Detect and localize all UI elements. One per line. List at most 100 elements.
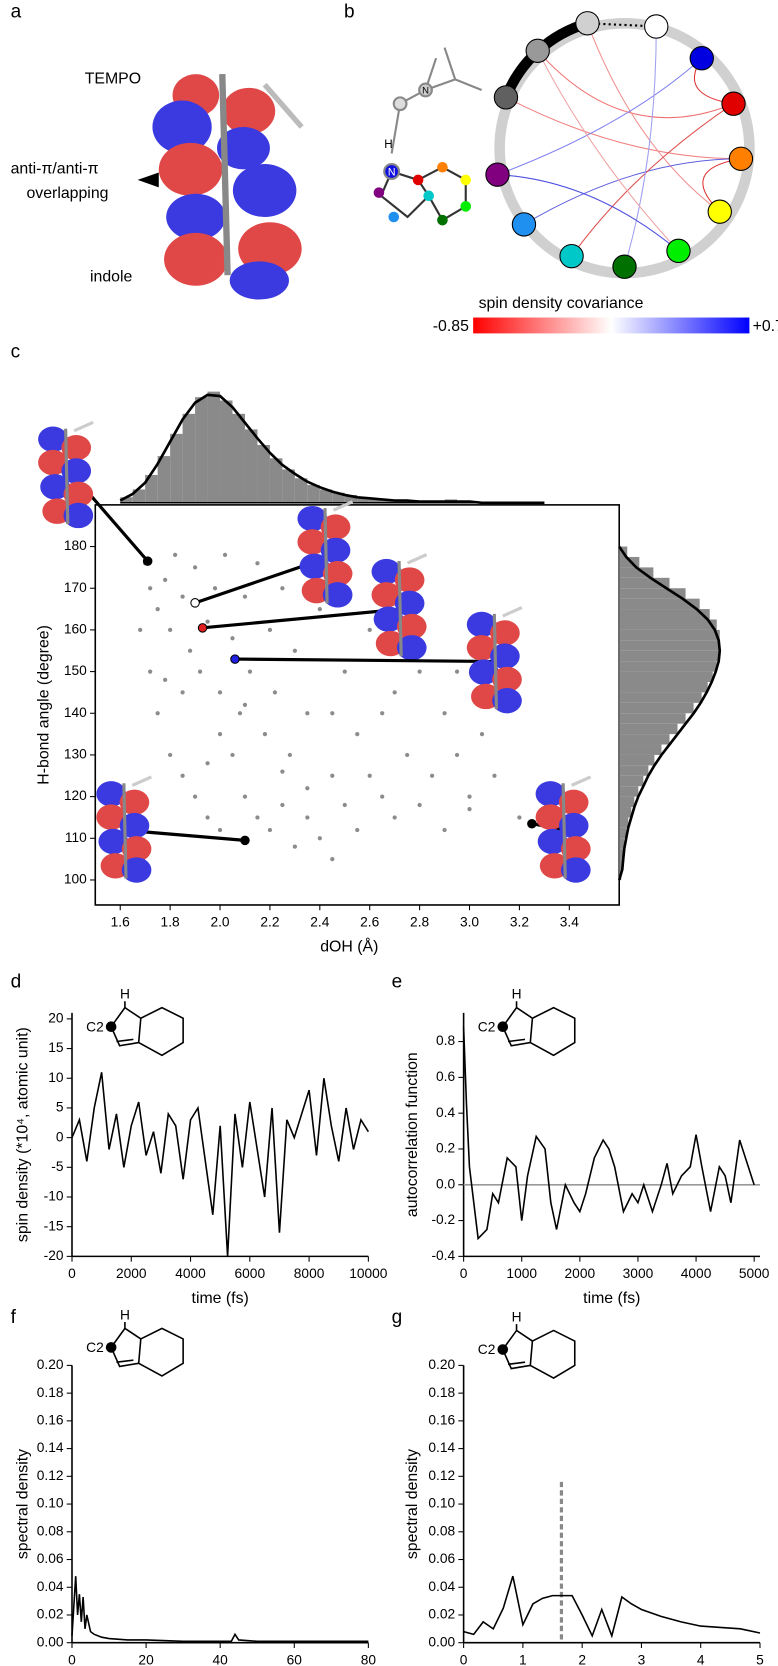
label: anti-π/anti-π <box>11 161 99 178</box>
y-tick-label: -15 <box>44 1218 64 1233</box>
x-tick-label: 4000 <box>175 1266 206 1281</box>
y-tick-label: 0.14 <box>428 1440 455 1455</box>
point <box>280 802 285 808</box>
point <box>292 844 297 849</box>
bond <box>131 775 153 787</box>
point <box>405 752 410 758</box>
bond <box>323 508 329 604</box>
highlight-point <box>240 835 250 846</box>
hist-bar <box>619 682 708 693</box>
panel-label: d <box>11 971 22 992</box>
point <box>342 802 347 808</box>
y-tick-label: 20 <box>48 1010 64 1025</box>
hist-bar <box>294 478 308 503</box>
orbital-lobe <box>38 426 68 452</box>
hist-bar <box>182 413 196 503</box>
y-tick-label: 15 <box>48 1040 64 1055</box>
y-tick-label: 0.4 <box>436 1105 455 1120</box>
highlight-point <box>230 654 240 664</box>
x-tick-label: 2.8 <box>410 915 429 930</box>
orbital-lobe <box>535 781 566 807</box>
orbital-lobe <box>61 435 92 461</box>
y-tick-label: 170 <box>64 580 87 595</box>
orbital-image <box>38 420 94 529</box>
y-axis-label: H-bond angle (degree) <box>36 625 53 785</box>
highlight-point <box>197 623 208 633</box>
x-tick-label: 3000 <box>623 1266 654 1281</box>
orbital-lobe <box>560 857 591 883</box>
point <box>262 731 268 737</box>
point <box>242 794 248 799</box>
bond <box>502 606 523 618</box>
orbital-lobe <box>96 804 126 830</box>
hist-bar <box>619 848 624 860</box>
orbital-image <box>297 500 354 608</box>
point <box>168 752 173 758</box>
line <box>463 1575 761 1639</box>
point <box>467 807 472 812</box>
orbital-lobe <box>96 781 126 807</box>
y-tick-label: 0.08 <box>428 1523 455 1538</box>
bond <box>73 420 94 433</box>
highlight-point <box>527 818 537 829</box>
line <box>462 1027 755 1241</box>
hist-bar <box>619 827 627 839</box>
colorbar-min: -0.85 <box>433 318 469 335</box>
orbital-lobe <box>371 558 402 585</box>
y-tick-label: 0.04 <box>428 1579 455 1594</box>
point <box>305 711 310 716</box>
point <box>255 561 260 566</box>
x-tick-label: 2000 <box>565 1266 596 1281</box>
y-axis-label: spin density (*10⁴, atomic unit) <box>14 1027 31 1242</box>
y-tick-label: 130 <box>64 747 87 762</box>
bond <box>122 783 128 879</box>
x-tick-label: 1.8 <box>161 915 180 930</box>
point <box>180 690 185 695</box>
y-tick-label: 0.10 <box>37 1496 64 1511</box>
x-tick-label: 3.0 <box>460 915 479 930</box>
point <box>230 636 235 641</box>
y-tick-label: 0.20 <box>428 1357 455 1372</box>
line <box>71 1576 369 1643</box>
hist-bar <box>319 489 333 503</box>
orbital-image <box>371 553 428 661</box>
annotation: C2 <box>478 1342 496 1357</box>
y-tick-label: 0.00 <box>428 1634 455 1649</box>
annotation: C2 <box>478 1019 496 1034</box>
hist-bar <box>269 458 283 503</box>
point <box>380 794 385 799</box>
y-tick-label: 0.14 <box>37 1440 64 1455</box>
hist-bar <box>207 391 221 503</box>
y-axis-label: autocorrelation function <box>404 1052 421 1217</box>
y-tick-label: 140 <box>64 705 87 720</box>
hist-fit <box>617 545 722 881</box>
point <box>380 711 385 716</box>
bond <box>492 613 499 710</box>
orbital-lobe <box>98 828 129 855</box>
y-tick-label: -5 <box>51 1159 64 1174</box>
orbital-lobe <box>394 567 425 593</box>
annotation: H <box>120 1307 130 1322</box>
x-tick-label: 0 <box>68 1652 76 1666</box>
x-tick-label: 0 <box>460 1266 468 1281</box>
hist-bar <box>619 577 670 589</box>
x-tick-label: 0 <box>460 1652 468 1666</box>
point <box>454 752 460 758</box>
hist-bar <box>619 556 640 568</box>
orbital-lobe <box>63 502 94 529</box>
point <box>217 827 223 833</box>
y-tick-label: 160 <box>64 622 87 637</box>
point <box>267 827 273 833</box>
hist-bar <box>619 786 639 797</box>
x-tick-label: 1000 <box>506 1266 537 1281</box>
x-tick-label: 5000 <box>739 1266 770 1281</box>
highlight-point <box>142 556 153 566</box>
x-tick-label: 3 <box>638 1652 646 1666</box>
annotation: H <box>512 987 522 1002</box>
atom-label: N <box>422 86 429 97</box>
x-tick-label: 3.4 <box>560 915 579 930</box>
x-tick-label: 5 <box>756 1652 764 1666</box>
hist-bar <box>282 469 295 503</box>
hist-bar <box>619 838 625 849</box>
x-tick-label: 2.0 <box>210 915 229 930</box>
